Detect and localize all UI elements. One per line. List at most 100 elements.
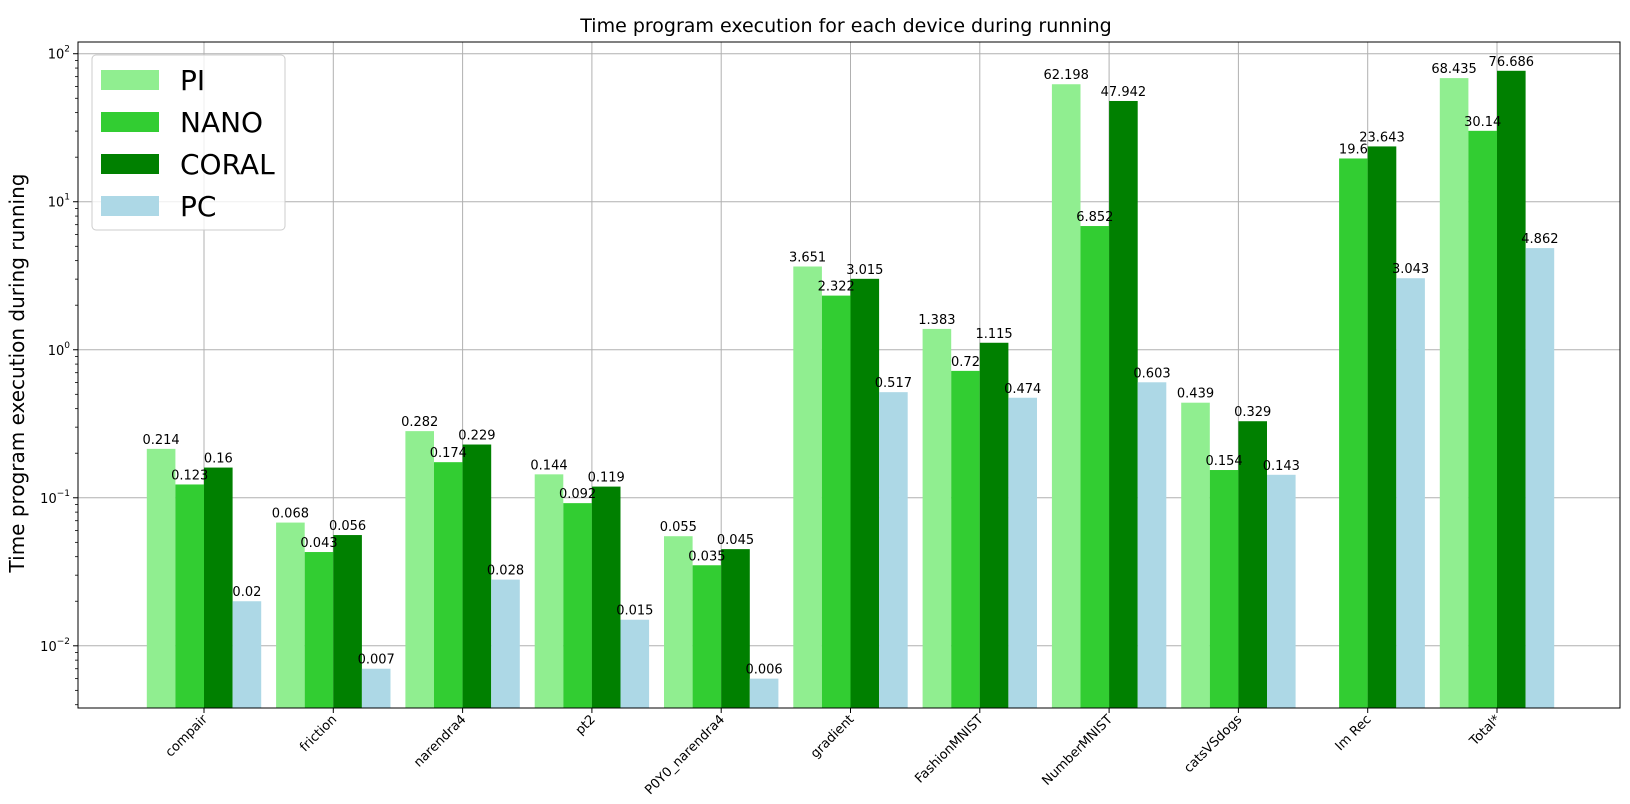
bar-coral-9	[1238, 421, 1267, 708]
y-tick-label: 100	[48, 341, 71, 359]
bar-pi-6	[793, 266, 822, 708]
bar-pc-5	[749, 678, 779, 708]
value-label-coral-1: 0.16	[204, 452, 233, 467]
y-tick-label: 10−1	[40, 489, 70, 507]
value-label-nano-8: 6.852	[1076, 210, 1113, 225]
value-label-pi-2: 0.068	[272, 507, 309, 522]
value-label-pi-4: 0.144	[530, 458, 567, 473]
chart-title: Time program execution for each device d…	[579, 15, 1111, 37]
bar-coral-5	[721, 549, 750, 708]
bar-pc-6	[879, 392, 908, 708]
y-axis-label: Time program execution during running	[5, 174, 29, 574]
bar-pi-3	[405, 431, 434, 708]
value-label-pc-11: 4.862	[1521, 232, 1558, 247]
bar-pi-8	[1051, 84, 1081, 709]
value-label-pc-3: 0.028	[487, 564, 524, 579]
bar-nano-7	[951, 370, 980, 708]
bar-pi-5	[664, 536, 693, 708]
bar-nano-8	[1080, 226, 1110, 709]
legend-label-pc: PC	[180, 190, 216, 223]
legend-label-pi: PI	[180, 64, 205, 97]
value-label-nano-9: 0.154	[1205, 454, 1242, 469]
legend-swatch-nano	[101, 112, 159, 132]
bar-pc-9	[1267, 474, 1296, 708]
bar-pc-11	[1525, 248, 1555, 709]
bar-nano-1	[175, 484, 204, 708]
value-label-nano-7: 0.72	[951, 355, 980, 370]
bar-pi-9	[1181, 402, 1210, 708]
bar-nano-6	[821, 295, 851, 708]
value-label-pc-7: 0.474	[1004, 382, 1041, 397]
value-label-pc-8: 0.603	[1133, 366, 1170, 381]
bar-nano-3	[434, 462, 463, 708]
bar-coral-2	[333, 535, 362, 708]
value-label-pc-10: 3.043	[1392, 262, 1429, 277]
value-label-pi-9: 0.439	[1177, 387, 1214, 402]
value-label-pi-3: 0.282	[401, 415, 438, 430]
bar-pc-7	[1008, 397, 1037, 708]
value-label-pi-6: 3.651	[789, 251, 826, 266]
value-label-pc-4: 0.015	[616, 604, 653, 619]
value-label-nano-10: 19.6	[1339, 142, 1368, 157]
bar-pc-3	[491, 579, 520, 708]
bar-coral-4	[591, 486, 621, 708]
legend-box	[91, 54, 286, 231]
bar-coral-7	[979, 342, 1009, 708]
value-label-nano-2: 0.043	[300, 536, 337, 551]
bar-pc-8	[1137, 382, 1167, 708]
plot-frame	[77, 41, 1621, 709]
value-label-pi-1: 0.214	[142, 433, 179, 448]
value-label-pc-2: 0.007	[358, 653, 395, 668]
bar-pc-4	[620, 619, 650, 708]
legend-swatch-coral	[101, 154, 159, 174]
value-label-nano-3: 0.174	[430, 446, 467, 461]
value-label-pc-9: 0.143	[1263, 459, 1300, 474]
bar-coral-11	[1497, 70, 1526, 709]
bars	[146, 70, 1555, 709]
y-tick-label: 101	[48, 193, 70, 211]
y-tick-label: 102	[48, 45, 70, 63]
value-label-coral-6: 3.015	[846, 263, 883, 278]
value-label-nano-4: 0.092	[559, 487, 596, 502]
bar-pi-7	[922, 328, 952, 708]
value-label-coral-2: 0.056	[329, 519, 366, 534]
value-label-coral-7: 1.115	[975, 327, 1012, 342]
bar-coral-3	[462, 444, 492, 708]
y-axis: 10−2 10−1 100 101 102	[40, 45, 78, 706]
bar-pc-2	[361, 668, 391, 708]
value-label-nano-6: 2.322	[818, 280, 855, 295]
value-label-nano-5: 0.035	[688, 549, 725, 564]
value-label-coral-8: 47.942	[1101, 85, 1147, 100]
legend: PI NANO CORAL PC	[91, 54, 286, 231]
value-label-coral-5: 0.045	[717, 533, 754, 548]
value-label-pc-6: 0.517	[875, 376, 912, 391]
bar-nano-11	[1468, 130, 1497, 708]
legend-label-nano: NANO	[180, 106, 263, 139]
value-label-pc-1: 0.02	[232, 585, 261, 600]
y-tick-label: 10−2	[40, 637, 70, 655]
bar-coral-1	[204, 467, 233, 708]
value-label-pi-7: 1.383	[918, 313, 955, 328]
value-label-pi-8: 62.198	[1043, 68, 1089, 83]
value-label-pc-5: 0.006	[745, 663, 782, 678]
bar-coral-10	[1367, 146, 1397, 709]
value-label-coral-11: 76.686	[1489, 55, 1535, 70]
value-label-coral-9: 0.329	[1234, 405, 1271, 420]
bar-pi-2	[276, 522, 305, 708]
value-label-pi-5: 0.055	[660, 520, 697, 535]
value-label-coral-3: 0.229	[458, 429, 495, 444]
bar-nano-9	[1209, 470, 1239, 708]
value-label-coral-10: 23.643	[1359, 130, 1405, 145]
bar-coral-8	[1109, 100, 1138, 709]
legend-swatch-pi	[101, 70, 159, 90]
bar-pi-4	[534, 474, 564, 708]
bar-nano-4	[563, 503, 592, 708]
bar-pc-10	[1396, 278, 1425, 708]
value-label-nano-1: 0.123	[171, 468, 208, 483]
bar-pi-1	[146, 448, 176, 708]
legend-swatch-pc	[101, 196, 159, 216]
bar-nano-10	[1339, 158, 1368, 708]
bar-nano-2	[304, 552, 334, 708]
value-label-pi-11: 68.435	[1431, 62, 1477, 77]
